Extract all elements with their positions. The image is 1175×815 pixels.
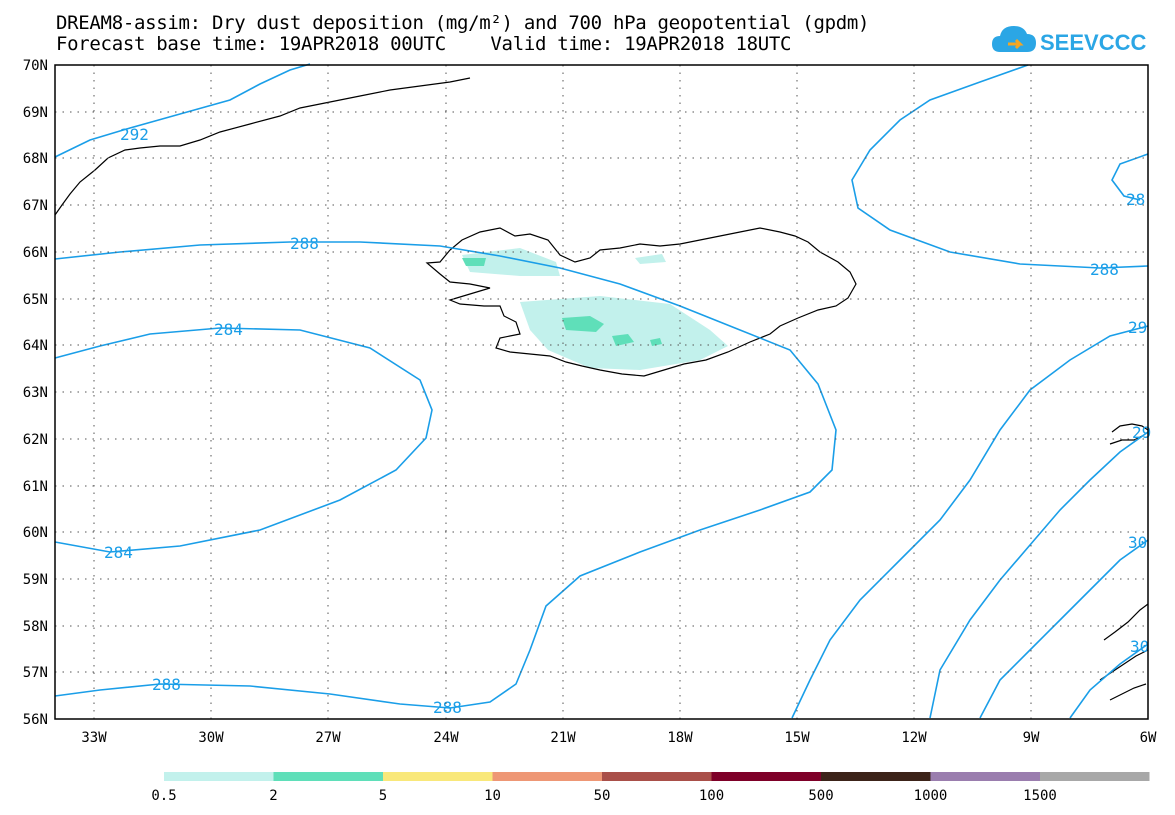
colorbar-swatch [602, 772, 712, 781]
lat-label: 61N [23, 479, 48, 495]
lat-label: 68N [23, 151, 48, 167]
lon-label: 24W [433, 730, 459, 746]
lat-label: 64N [23, 338, 48, 354]
contour-labels: 292 288 288 284 284 288 288 28 29 29 30 … [104, 125, 1151, 717]
contour-label: 288 [1090, 260, 1119, 279]
chart-title: DREAM8-assim: Dry dust deposition (mg/m²… [56, 12, 870, 34]
geopotential-contours [54, 63, 1149, 719]
logo-text: SEEVCCC [1040, 30, 1146, 55]
lon-label: 30W [198, 730, 224, 746]
latitude-axis: 70N 69N 68N 67N 66N 65N 64N 63N 62N 61N … [23, 58, 48, 728]
contour-label: 292 [120, 125, 149, 144]
colorbar-label: 100 [699, 788, 724, 804]
colorbar-swatch [383, 772, 493, 781]
lon-label: 6W [1140, 730, 1157, 746]
lat-label: 63N [23, 385, 48, 401]
seevccc-logo: SEEVCCC [992, 26, 1146, 55]
colorbar-swatch [1040, 772, 1150, 781]
colorbar-label: 500 [808, 788, 833, 804]
contour-label: 28 [1126, 190, 1145, 209]
contour-label: 30 [1128, 533, 1147, 552]
lat-label: 57N [23, 665, 48, 681]
lon-label: 33W [81, 730, 107, 746]
colorbar-label: 50 [594, 788, 611, 804]
lat-label: 69N [23, 105, 48, 121]
contour-label: 288 [152, 675, 181, 694]
colorbar-label: 2 [269, 788, 277, 804]
longitude-axis: 33W 30W 27W 24W 21W 18W 15W 12W 9W 6W [81, 730, 1157, 746]
lon-label: 27W [315, 730, 341, 746]
lat-label: 62N [23, 432, 48, 448]
contour-label: 284 [104, 543, 133, 562]
colorbar-swatch [164, 772, 274, 781]
colorbar-label: 0.5 [151, 788, 176, 804]
lat-label: 67N [23, 198, 48, 214]
dust-deposition-shading [462, 248, 728, 370]
contour-label: 284 [214, 320, 243, 339]
lon-label: 21W [550, 730, 576, 746]
gridlines [55, 65, 1148, 719]
colorbar-swatch [492, 772, 602, 781]
colorbar-label: 1500 [1023, 788, 1057, 804]
chart-subtitle: Forecast base time: 19APR2018 00UTC Vali… [56, 33, 792, 55]
colorbar-label: 1000 [914, 788, 948, 804]
colorbar-swatch [273, 772, 383, 781]
colorbar-swatch [821, 772, 931, 781]
lon-label: 12W [901, 730, 927, 746]
colorbar-label: 5 [379, 788, 387, 804]
map-frame [54, 64, 1149, 720]
contour-label: 30 [1130, 637, 1149, 656]
lon-label: 15W [784, 730, 810, 746]
lat-label: 66N [23, 245, 48, 261]
coastline [54, 77, 1149, 701]
lat-label: 58N [23, 619, 48, 635]
lat-label: 60N [23, 525, 48, 541]
colorbar-label: 10 [484, 788, 501, 804]
contour-label: 29 [1128, 318, 1147, 337]
lat-label: 70N [23, 58, 48, 74]
colorbar-swatch [711, 772, 821, 781]
lat-label: 59N [23, 572, 48, 588]
lon-label: 9W [1023, 730, 1040, 746]
contour-label: 29 [1132, 423, 1151, 442]
lon-label: 18W [667, 730, 693, 746]
contour-label: 288 [433, 698, 462, 717]
cloud-icon [992, 26, 1036, 52]
colorbar: 0.5 2 5 10 50 100 500 1000 1500 [151, 772, 1150, 804]
lat-label: 65N [23, 292, 48, 308]
lat-label: 56N [23, 712, 48, 728]
contour-label: 288 [290, 234, 319, 253]
colorbar-swatch [930, 772, 1040, 781]
